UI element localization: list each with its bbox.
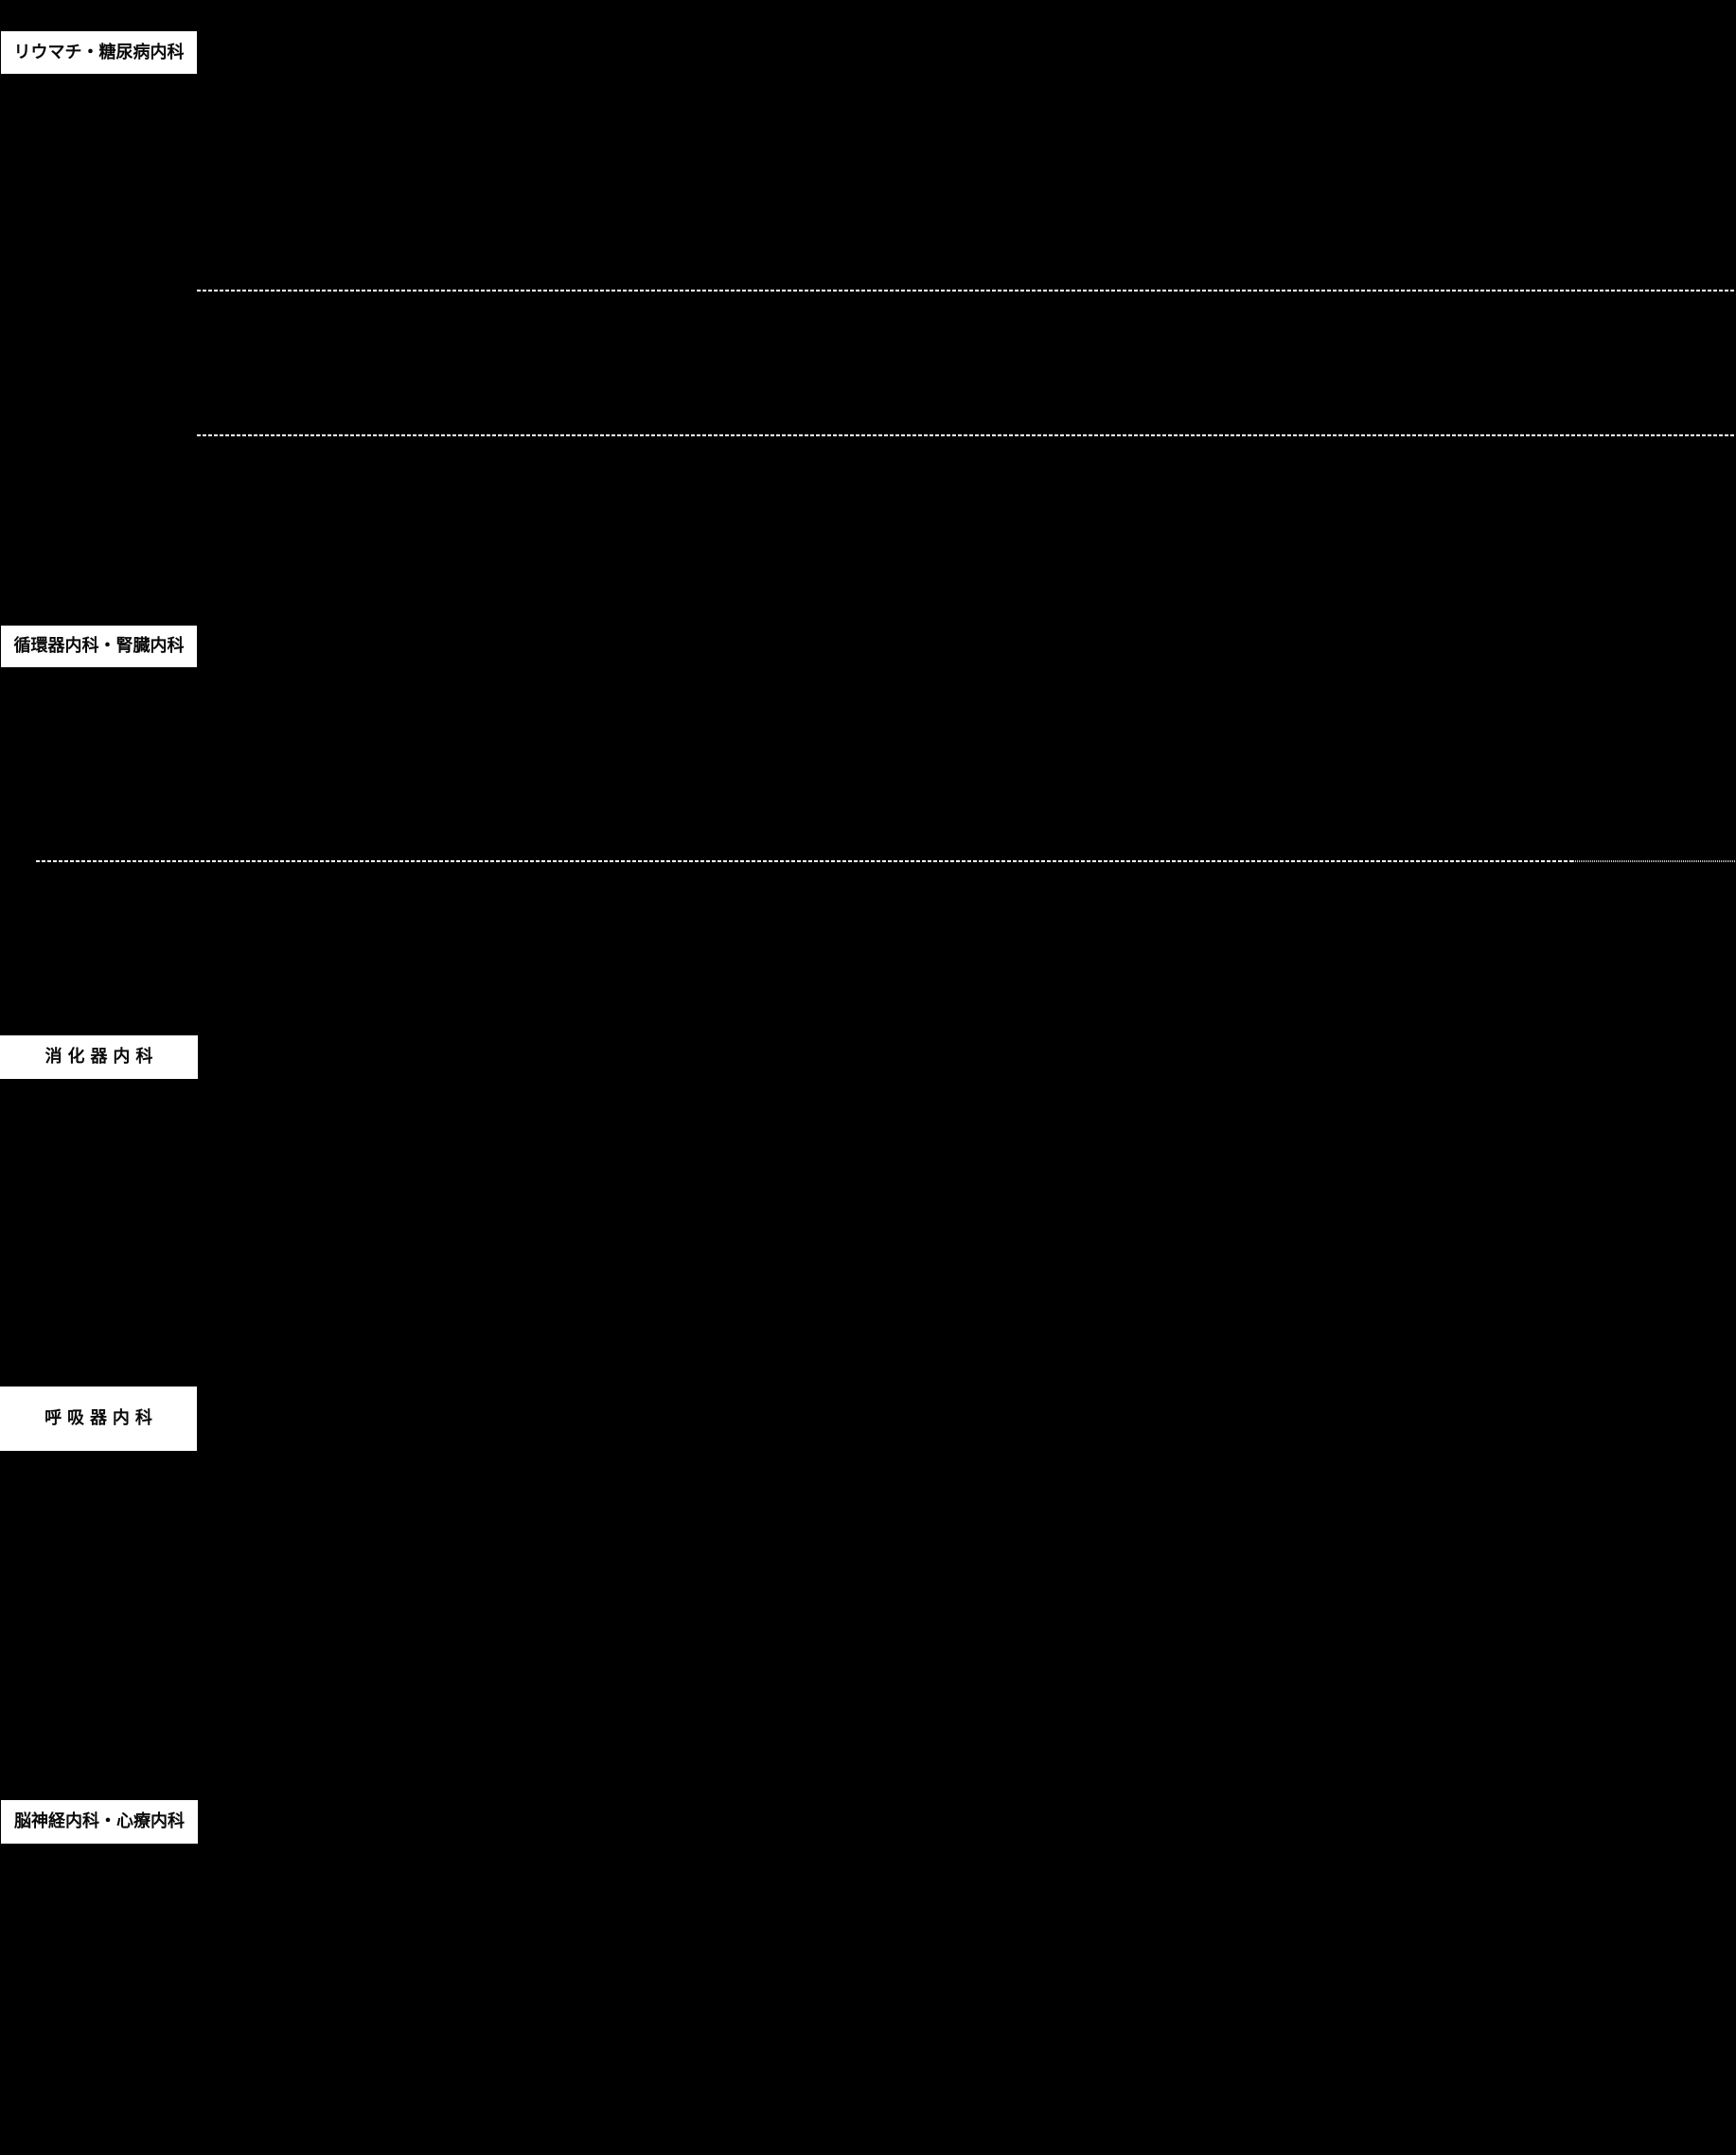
dept-label-text: 呼吸器内科	[44, 1408, 158, 1428]
dept-label-text: 消化器内科	[44, 1047, 159, 1067]
dept-label-text: リウマチ・糖尿病内科	[13, 42, 185, 62]
dept-label-text: 脳神経内科・心療内科	[14, 1811, 185, 1831]
dashed-separator-1	[197, 290, 1736, 291]
dept-label-cardiology-nephrology: 循環器内科・腎臓内科	[1, 626, 197, 667]
dashed-separator-3	[36, 860, 1573, 862]
fine-dotted-separator-3-tail	[1573, 860, 1736, 862]
dashed-separator-2	[197, 434, 1736, 436]
dept-label-rheumatology-diabetes: リウマチ・糖尿病内科	[1, 31, 197, 74]
dept-label-gastroenterology: 消化器内科	[0, 1035, 198, 1079]
dept-label-respiratory: 呼吸器内科	[0, 1387, 197, 1451]
dept-label-text: 循環器内科・腎臓内科	[13, 636, 185, 656]
dept-label-neurology-psychosomatic: 脳神経内科・心療内科	[1, 1800, 198, 1844]
